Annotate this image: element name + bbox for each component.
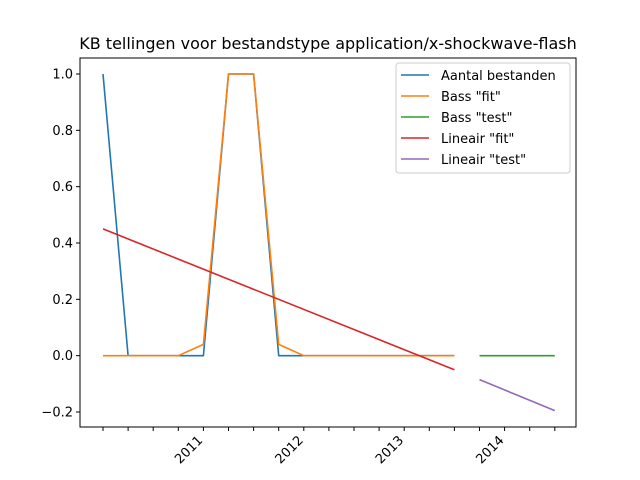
y-tick-label: 0.0	[52, 349, 73, 364]
x-tick-label: 2011	[172, 433, 206, 467]
series-line-1	[103, 73, 455, 357]
y-tick-label: 0.2	[52, 293, 73, 308]
y-axis: −0.2 0.0 0.2 0.4 0.6 0.8 1.0	[41, 68, 80, 421]
x-tick-label: 2014	[473, 433, 507, 467]
legend: Aantal bestanden Bass "fit" Bass "test" Lin…	[395, 62, 571, 174]
legend-entry: Lineair "test"	[441, 153, 526, 168]
y-tick-label: 0.6	[52, 180, 73, 195]
y-tick-label: 0.4	[52, 237, 73, 252]
y-tick-label: −0.2	[41, 406, 73, 421]
y-tick-label: 0.8	[52, 124, 73, 139]
legend-entry: Bass "fit"	[441, 90, 501, 105]
x-tick-label: 2013	[373, 433, 407, 467]
y-tick-label: 1.0	[52, 68, 73, 83]
series-line-4	[479, 378, 556, 412]
legend-entry: Aantal bestanden	[441, 69, 556, 84]
legend-box	[395, 62, 571, 174]
plot-lines	[102, 73, 556, 412]
x-tick-label: 2012	[273, 433, 307, 467]
x-axis: 2011 2012 2013 2014	[102, 427, 556, 467]
chart-title: KB tellingen voor bestandstype applicati…	[79, 34, 577, 53]
series-line-3	[102, 228, 455, 371]
legend-entry: Lineair "fit"	[441, 132, 514, 147]
legend-entry: Bass "test"	[441, 111, 513, 126]
